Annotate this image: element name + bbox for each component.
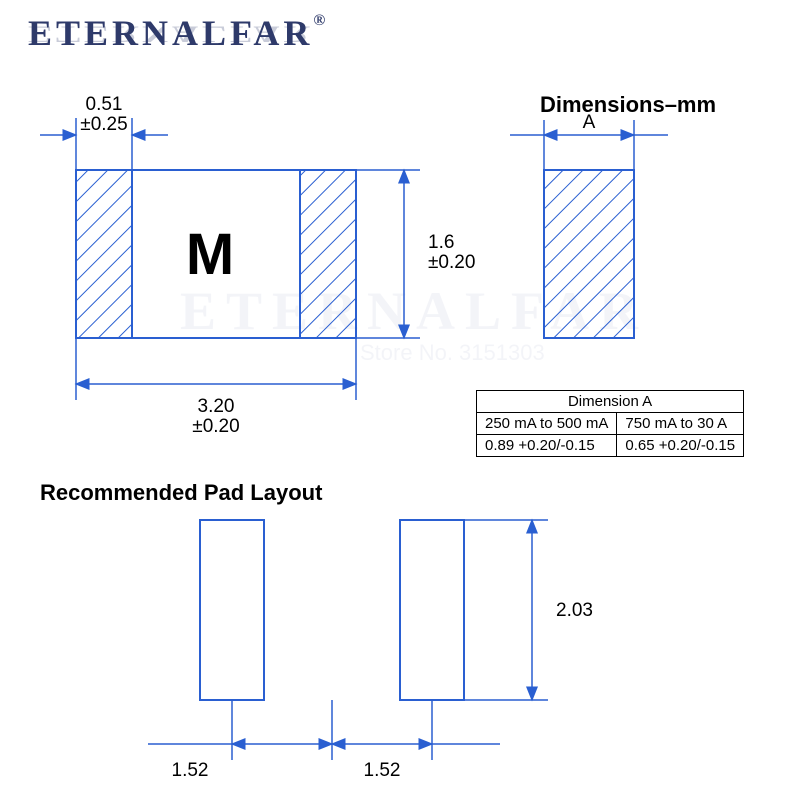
svg-text:1.52: 1.52 <box>364 760 401 781</box>
dim-pad-height: 2.03 <box>464 520 593 700</box>
side-view <box>544 170 634 338</box>
svg-text:±0.20: ±0.20 <box>192 416 239 437</box>
svg-text:1.52: 1.52 <box>172 760 209 781</box>
table-col1-range: 250 mA to 500 mA <box>477 413 617 435</box>
dim-pad-width: 0.51 ±0.25 <box>40 94 168 170</box>
table-col2-range: 750 mA to 30 A <box>617 413 744 435</box>
component-outline: M <box>76 170 356 338</box>
pad-layout <box>200 520 464 700</box>
dim-pad-pitch: 1.52 1.52 <box>148 700 500 781</box>
dim-height: 1.6 ±0.20 <box>356 170 475 338</box>
svg-text:0.51: 0.51 <box>86 94 123 115</box>
svg-text:A: A <box>583 112 596 133</box>
table-header: Dimension A <box>477 391 744 413</box>
svg-text:2.03: 2.03 <box>556 600 593 621</box>
svg-text:±0.20: ±0.20 <box>428 252 475 273</box>
svg-text:3.20: 3.20 <box>198 396 235 417</box>
pad-layout-title: Recommended Pad Layout <box>40 480 322 506</box>
dim-width: 3.20 ±0.20 <box>76 338 356 437</box>
dimension-a-table: Dimension A 250 mA to 500 mA 750 mA to 3… <box>476 390 744 457</box>
svg-text:±0.25: ±0.25 <box>80 114 127 135</box>
table-col1-val: 0.89 +0.20/-0.15 <box>477 435 617 457</box>
svg-text:1.6: 1.6 <box>428 232 454 253</box>
svg-text:M: M <box>186 222 234 287</box>
dim-a: A <box>510 112 668 170</box>
table-col2-val: 0.65 +0.20/-0.15 <box>617 435 744 457</box>
